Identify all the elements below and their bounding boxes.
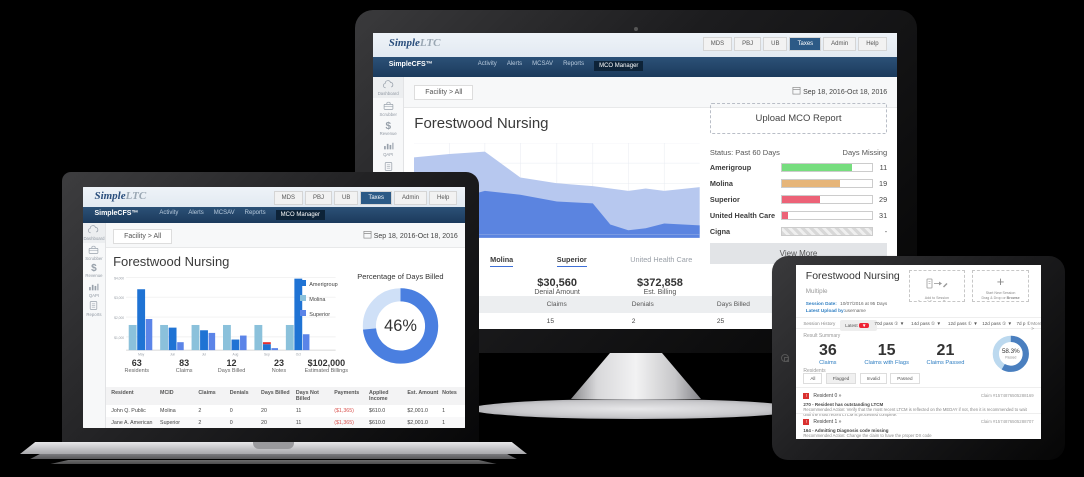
svg-text:46%: 46%: [384, 317, 417, 335]
svg-text:$2,000: $2,000: [114, 316, 124, 320]
svg-text:Jul: Jul: [202, 353, 206, 357]
svg-text:Sep: Sep: [264, 353, 270, 357]
svg-text:$4,000: $4,000: [114, 277, 124, 281]
svg-text:$1,000: $1,000: [114, 336, 124, 340]
svg-text:Aug: Aug: [233, 353, 239, 357]
svg-text:Passed: Passed: [1005, 355, 1016, 359]
svg-text:Oct: Oct: [296, 353, 301, 357]
svg-text:Jun: Jun: [170, 353, 175, 357]
svg-text:$3,000: $3,000: [114, 297, 124, 301]
svg-text:58.3%: 58.3%: [1002, 348, 1020, 355]
svg-text:May: May: [138, 353, 145, 357]
